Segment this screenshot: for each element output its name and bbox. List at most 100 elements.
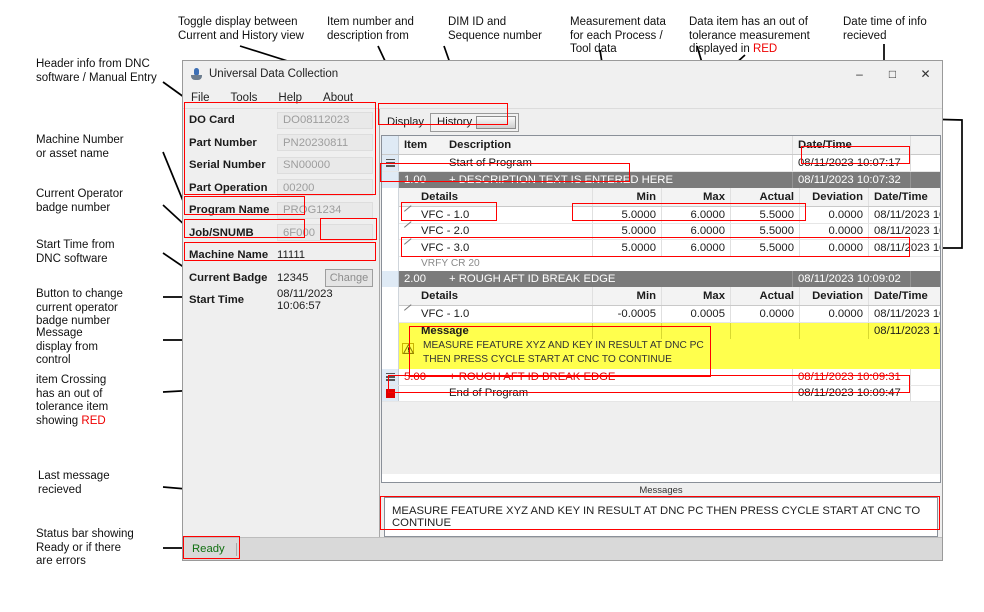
cell-description: + ROUGH AFT ID BREAK EDGE: [449, 370, 616, 383]
column-header-actual[interactable]: Actual: [731, 287, 800, 305]
column-header-deviation[interactable]: Deviation: [800, 287, 869, 305]
message-body-row: MEASURE FEATURE XYZ AND KEY IN RESULT AT…: [399, 339, 940, 369]
menu-item-file[interactable]: File: [191, 91, 210, 104]
status-separator: [235, 542, 237, 556]
row-selector-cell: [382, 136, 399, 154]
data-grid[interactable]: Item Description Date/Time Start of Prog…: [381, 135, 941, 482]
column-header-actual[interactable]: Actual: [731, 188, 800, 206]
message-line-2: THEN PRESS CYCLE START AT CNC TO CONTINU…: [423, 353, 672, 365]
row-selector-cell[interactable]: [382, 369, 399, 385]
message-header-row: Message 08/11/2023 10:09:02: [399, 322, 940, 340]
cell-min: 5.0000: [593, 207, 662, 223]
maximize-button[interactable]: □: [888, 67, 897, 81]
cell-actual: 0.0000: [731, 306, 800, 322]
cell-datetime: 08/11/2023 10:09:02: [874, 324, 940, 337]
cell-blank: [800, 322, 869, 339]
column-header-details[interactable]: Details: [417, 188, 593, 206]
table-row[interactable]: End of Program 08/11/2023 10:09:47: [382, 385, 940, 402]
panel-filler: [183, 312, 379, 538]
cell-datetime: 08/11/2023 10:07:32: [792, 171, 910, 188]
grid-scroll-area[interactable]: Item Description Date/Time Start of Prog…: [382, 136, 940, 482]
cell-item: [399, 155, 441, 171]
cell-deviation: 0.0000: [800, 240, 869, 256]
toggle-knob[interactable]: [476, 115, 517, 129]
table-row[interactable]: 2.00 + ROUGH AFT ID BREAK EDGE 08/11/202…: [382, 270, 940, 287]
table-row[interactable]: VFC - 1.0 -0.0005 0.0005 0.0000 0.0000 0…: [399, 303, 940, 323]
change-badge-button[interactable]: Change: [325, 268, 373, 287]
warning-icon: [399, 339, 417, 369]
messages-textbox[interactable]: MEASURE FEATURE XYZ AND KEY IN RESULT AT…: [384, 497, 938, 537]
cell-min: 5.0000: [593, 223, 662, 239]
do-card-input[interactable]: DO08112023: [277, 111, 373, 129]
row-selector-cell[interactable]: [382, 385, 399, 401]
serial-number-input[interactable]: SN00000: [277, 156, 373, 174]
column-header-datetime[interactable]: Date/Time: [874, 191, 928, 203]
table-row[interactable]: 5.00 + ROUGH AFT ID BREAK EDGE 08/11/202…: [382, 369, 940, 386]
table-row[interactable]: Start of Program 08/11/2023 10:07:17: [382, 155, 940, 172]
field-start-time: Start Time 08/11/2023 10:06:57: [183, 288, 379, 312]
field-do-card: DO Card DO08112023: [183, 109, 379, 132]
menu-item-about[interactable]: About: [323, 91, 354, 104]
column-header-details[interactable]: Details: [417, 287, 593, 305]
row-selector-cell[interactable]: [382, 270, 399, 287]
cell-datetime: 08/11/2023 10:07:17: [792, 155, 910, 171]
menu-item-tools[interactable]: Tools: [230, 91, 258, 104]
table-row[interactable]: VFC - 1.0 5.0000 6.0000 5.5000 0.0000 08…: [399, 204, 940, 224]
cell-max: 6.0000: [662, 207, 731, 223]
grid-header-row: Item Description Date/Time: [382, 136, 940, 155]
cell-item: 1.00: [404, 173, 426, 186]
row-selector-cell[interactable]: [382, 171, 399, 188]
close-button[interactable]: ✕: [920, 67, 931, 81]
cell-blank: [662, 322, 731, 339]
toggle-label: History: [437, 116, 473, 128]
table-row[interactable]: VFC - 2.0 5.0000 6.0000 5.5000 0.0000 08…: [399, 221, 940, 240]
cell-datetime: 08/11/2023 10:09:47: [792, 385, 910, 401]
detail-indent: [399, 237, 417, 256]
grip-icon: [385, 372, 395, 381]
cell-max: 6.0000: [662, 223, 731, 239]
part-operation-input[interactable]: 00200: [277, 179, 373, 197]
cell-details: VFC - 3.0: [417, 240, 593, 256]
cell-deviation: 0.0000: [800, 223, 869, 239]
annotation-last-message: Last message recieved: [38, 470, 110, 496]
column-header-description[interactable]: Description: [449, 139, 512, 151]
column-header-deviation[interactable]: Deviation: [800, 188, 869, 206]
program-name-input[interactable]: PROG1234: [277, 201, 373, 219]
field-label: Start Time: [189, 294, 245, 307]
display-mode-toggle[interactable]: History: [430, 112, 520, 132]
cell-deviation: 0.0000: [800, 207, 869, 223]
job-snumb-input[interactable]: 6F000: [277, 224, 373, 242]
annotation-item-number: Item number and description from: [327, 16, 414, 42]
column-header-datetime[interactable]: Date/Time: [792, 136, 910, 154]
cell-message-label: Message: [417, 322, 593, 339]
table-row[interactable]: 1.00 + DESCRIPTION TEXT IS ENTERED HERE …: [382, 171, 940, 188]
column-header-datetime[interactable]: Date/Time: [874, 290, 928, 302]
display-toolbar: Display History: [380, 109, 942, 135]
annotation-status-bar: Status bar showing Ready or if there are…: [36, 528, 134, 567]
row-selector-cell[interactable]: [382, 155, 399, 171]
cell-tail: [910, 171, 940, 188]
column-header-min[interactable]: Min: [593, 188, 662, 206]
part-number-input[interactable]: PN20230811: [277, 134, 373, 152]
menu-item-help[interactable]: Help: [278, 91, 303, 104]
cell-blank: [731, 322, 800, 339]
detail-header-row: Details Min Max Actual Deviation Date/Ti…: [399, 287, 940, 306]
detail-indent: [399, 204, 417, 223]
message-line-1: MEASURE FEATURE XYZ AND KEY IN RESULT AT…: [423, 340, 704, 351]
cell-deviation: 0.0000: [800, 306, 869, 322]
minimize-button[interactable]: –: [856, 67, 863, 81]
title-bar: Universal Data Collection – □ ✕: [183, 61, 942, 87]
column-header-min[interactable]: Min: [593, 287, 662, 305]
column-header-max[interactable]: Max: [662, 188, 731, 206]
field-current-badge: Current Badge 12345 Change: [183, 267, 379, 290]
machine-name-value: 11111: [277, 249, 306, 262]
table-row[interactable]: VFC - 3.0 5.0000 6.0000 5.5000 0.0000 08…: [399, 237, 940, 257]
grip-icon: [385, 158, 395, 167]
column-header-max[interactable]: Max: [662, 287, 731, 305]
field-label: DO Card: [189, 114, 235, 127]
column-header-item[interactable]: Item: [404, 139, 428, 151]
field-machine-name: Machine Name 11111: [183, 244, 379, 267]
cell-tail: [910, 270, 940, 287]
detail-indent: [399, 188, 417, 206]
detail-indent: [399, 323, 417, 340]
